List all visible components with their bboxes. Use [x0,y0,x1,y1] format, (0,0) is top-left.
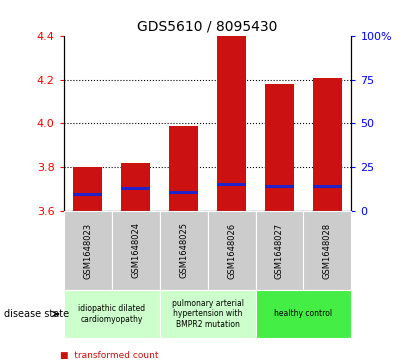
Bar [73,192,102,196]
Text: GSM1648026: GSM1648026 [227,223,236,278]
Bar [265,84,294,211]
Bar [313,185,342,188]
Bar [73,167,102,211]
Bar [169,126,198,211]
Text: GSM1648023: GSM1648023 [83,223,92,278]
Text: GSM1648027: GSM1648027 [275,223,284,278]
Bar [121,187,150,190]
Text: disease state: disease state [4,309,69,319]
Bar [217,36,246,211]
Text: idiopathic dilated
cardiomyopathy: idiopathic dilated cardiomyopathy [78,304,145,324]
Bar [121,163,150,211]
Bar [217,183,246,186]
Text: GSM1648025: GSM1648025 [179,223,188,278]
Bar [313,78,342,211]
Title: GDS5610 / 8095430: GDS5610 / 8095430 [137,20,278,34]
Bar [265,185,294,188]
Text: pulmonary arterial
hypertension with
BMPR2 mutation: pulmonary arterial hypertension with BMP… [171,299,244,329]
Text: ■  transformed count: ■ transformed count [60,351,158,360]
Text: GSM1648024: GSM1648024 [131,223,140,278]
Text: healthy control: healthy control [275,310,332,318]
Bar [169,191,198,194]
Text: GSM1648028: GSM1648028 [323,223,332,278]
